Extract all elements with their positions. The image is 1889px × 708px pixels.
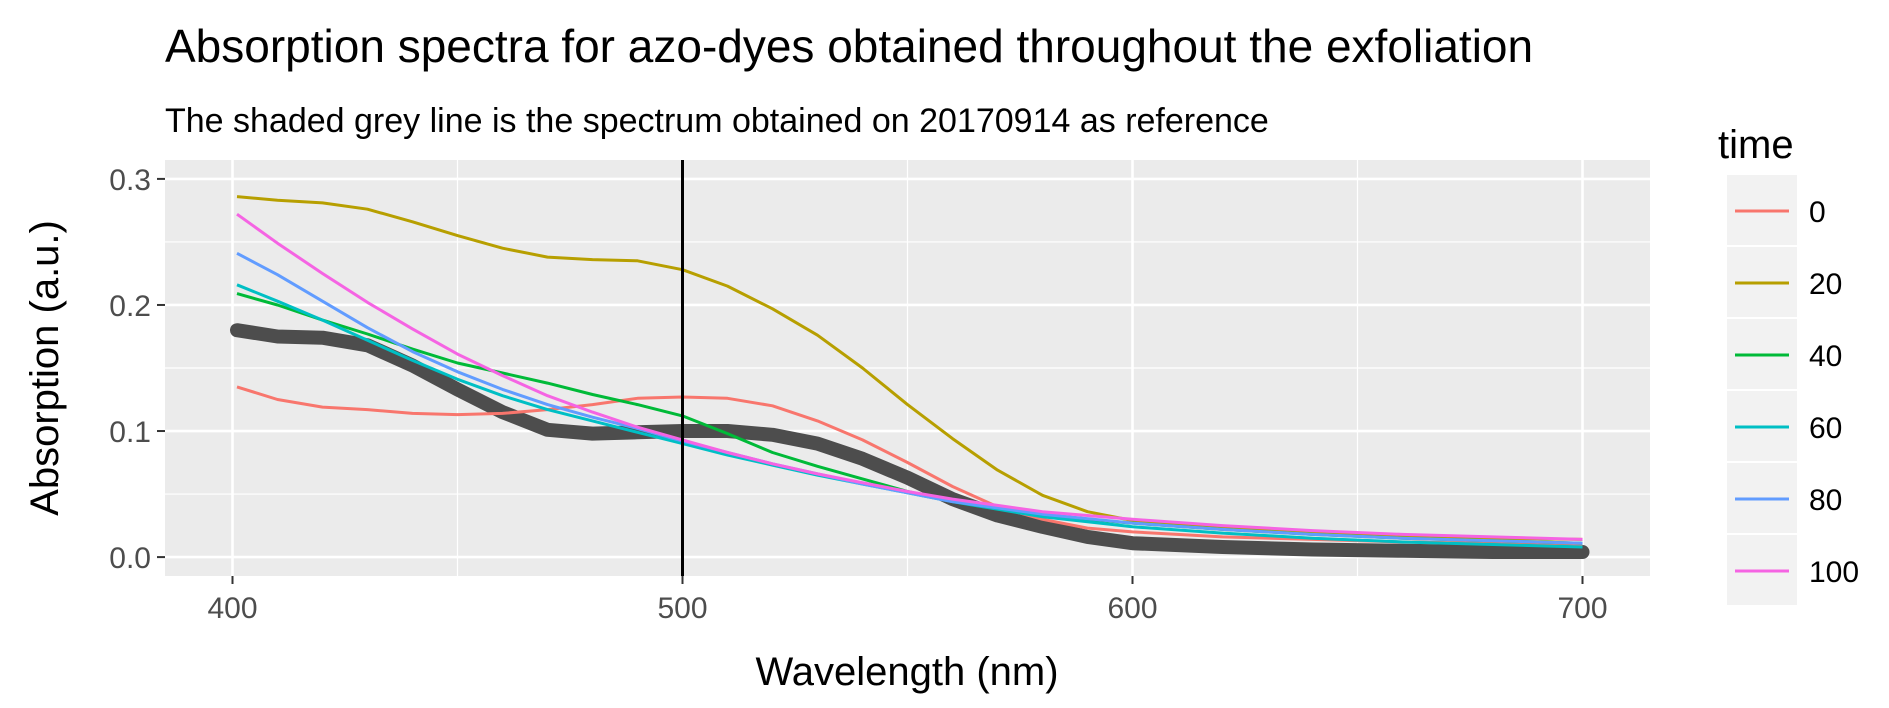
legend-items: 0 20 40 60 80 100 <box>1727 175 1859 605</box>
series-line-100 <box>236 212 1583 541</box>
legend: time 0 20 40 60 80 100 <box>1718 123 1859 605</box>
reference-spectrum-line <box>230 323 1590 559</box>
chart-title: Absorption spectra for azo-dyes obtained… <box>165 20 1533 72</box>
legend-label-20: 20 <box>1809 268 1842 301</box>
x-tick-label: 500 <box>657 592 707 625</box>
series-line-0 <box>236 385 1583 546</box>
y-tick-label: 0.0 <box>109 542 151 575</box>
chart-subtitle: The shaded grey line is the spectrum obt… <box>165 102 1269 140</box>
y-tick-label: 0.2 <box>109 290 151 323</box>
legend-label-100: 100 <box>1809 556 1859 589</box>
reference-layer <box>230 323 1590 559</box>
x-axis-label: Wavelength (nm) <box>755 650 1058 694</box>
legend-label-60: 60 <box>1809 412 1842 445</box>
y-tick-label: 0.3 <box>109 164 151 197</box>
y-axis-label: Absorption (a.u.) <box>23 220 67 516</box>
legend-label-40: 40 <box>1809 340 1842 373</box>
legend-label-0: 0 <box>1809 196 1826 229</box>
x-tick-label: 600 <box>1107 592 1157 625</box>
y-tick-label: 0.1 <box>109 416 151 449</box>
series-layer <box>236 195 1583 549</box>
axis-layer: 400 500 600 700 0.0 0.1 0.2 0.3 <box>109 164 1607 625</box>
x-tick-label: 400 <box>207 592 257 625</box>
x-tick-label: 700 <box>1557 592 1607 625</box>
legend-label-80: 80 <box>1809 484 1842 517</box>
legend-title: time <box>1718 123 1794 167</box>
